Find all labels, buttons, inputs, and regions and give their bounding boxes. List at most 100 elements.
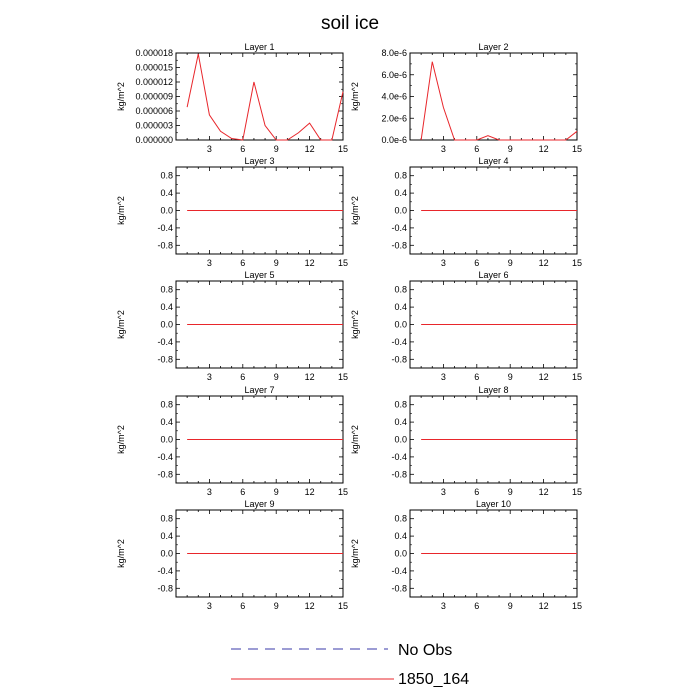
y-tick-label: 0.8 xyxy=(160,285,173,295)
y-tick-label: 0.0 xyxy=(160,320,173,330)
x-tick-label: 12 xyxy=(539,144,549,154)
panel-title: Layer 6 xyxy=(478,270,508,280)
y-tick-label: 0.4 xyxy=(160,302,173,312)
x-tick-label: 12 xyxy=(539,258,549,268)
panel-title: Layer 2 xyxy=(478,42,508,52)
x-tick-label: 9 xyxy=(508,601,513,611)
y-tick-label: 4.0e-6 xyxy=(381,92,407,102)
y-tick-label: 0.000012 xyxy=(135,77,173,87)
y-tick-label: -0.8 xyxy=(391,469,407,479)
y-tick-label: 0.4 xyxy=(160,531,173,541)
y-axis-label: kg/m^2 xyxy=(116,82,126,111)
series-line-1850-164 xyxy=(420,61,578,141)
y-tick-label: -0.8 xyxy=(157,469,173,479)
panel-title: Layer 4 xyxy=(478,156,508,166)
x-tick-label: 6 xyxy=(240,372,245,382)
x-tick-label: 15 xyxy=(572,372,582,382)
y-tick-label: 0.8 xyxy=(394,514,407,524)
y-tick-label: 0.0e-6 xyxy=(381,135,407,145)
panel-layer-4: 3 6 9 12 15 -0.8 -0.4 0.0 0.4 0.8 Layer 4 kg/m^2 xyxy=(350,156,582,268)
x-tick-label: 3 xyxy=(207,487,212,497)
x-tick-label: 9 xyxy=(508,372,513,382)
x-tick-label: 15 xyxy=(338,372,348,382)
y-tick-label: 2.0e-6 xyxy=(381,113,407,123)
y-tick-label: 0.000018 xyxy=(135,48,173,58)
y-tick-label: 0.4 xyxy=(394,302,407,312)
x-tick-label: 6 xyxy=(474,144,479,154)
y-tick-label: 0.000006 xyxy=(135,106,173,116)
y-tick-label: 0.8 xyxy=(160,514,173,524)
panel-layer-10: 3 6 9 12 15 -0.8 -0.4 0.0 0.4 0.8 Layer 10 kg/m^2 xyxy=(350,499,582,611)
y-axis-label: kg/m^2 xyxy=(116,310,126,339)
x-tick-label: 3 xyxy=(207,258,212,268)
x-tick-label: 9 xyxy=(508,487,513,497)
panel-title: Layer 7 xyxy=(244,385,274,395)
y-tick-label: -0.8 xyxy=(391,240,407,250)
legend-label-1850-164: 1850_164 xyxy=(398,671,469,688)
panel-title: Layer 10 xyxy=(476,499,511,509)
y-tick-label: 0.0 xyxy=(160,435,173,445)
figure-title: soil ice xyxy=(321,13,379,34)
y-tick-label: 0.000003 xyxy=(135,121,173,131)
y-tick-label: 0.4 xyxy=(160,188,173,198)
x-tick-label: 6 xyxy=(474,487,479,497)
x-tick-label: 3 xyxy=(441,372,446,382)
plot-frame xyxy=(409,52,578,141)
y-tick-label: -0.4 xyxy=(157,566,173,576)
x-tick-label: 3 xyxy=(441,258,446,268)
y-axis-label: kg/m^2 xyxy=(116,425,126,454)
x-tick-label: 6 xyxy=(240,601,245,611)
x-tick-label: 6 xyxy=(240,487,245,497)
x-tick-label: 9 xyxy=(274,601,279,611)
y-tick-label: -0.4 xyxy=(157,223,173,233)
x-tick-label: 12 xyxy=(539,487,549,497)
y-tick-label: -0.8 xyxy=(391,583,407,593)
y-tick-label: 0.4 xyxy=(394,417,407,427)
y-tick-label: 0.8 xyxy=(394,171,407,181)
y-axis-label: kg/m^2 xyxy=(116,539,126,568)
y-axis-label: kg/m^2 xyxy=(350,310,360,339)
panel-layer-9: 3 6 9 12 15 -0.8 -0.4 0.0 0.4 0.8 Layer 9 kg/m^2 xyxy=(116,499,348,611)
y-axis-label: kg/m^2 xyxy=(350,425,360,454)
x-tick-label: 12 xyxy=(305,372,315,382)
panel-title: Layer 5 xyxy=(244,270,274,280)
x-tick-label: 12 xyxy=(305,601,315,611)
x-tick-label: 9 xyxy=(274,144,279,154)
y-axis-label: kg/m^2 xyxy=(350,196,360,225)
x-tick-label: 15 xyxy=(572,487,582,497)
x-tick-label: 3 xyxy=(207,144,212,154)
y-tick-label: 0.0 xyxy=(394,320,407,330)
panels-group: 3 6 9 12 15 0.000000 0.000003 0.000006 0.000009 0… xyxy=(116,42,582,611)
y-tick-label: -0.4 xyxy=(157,337,173,347)
y-tick-label: -0.8 xyxy=(157,354,173,364)
panel-title: Layer 8 xyxy=(478,385,508,395)
panel-title: Layer 9 xyxy=(244,499,274,509)
y-tick-label: 0.000000 xyxy=(135,135,173,145)
y-axis-label: kg/m^2 xyxy=(116,196,126,225)
y-tick-label: 0.8 xyxy=(160,171,173,181)
x-tick-label: 15 xyxy=(338,144,348,154)
y-tick-label: 0.4 xyxy=(394,531,407,541)
y-tick-label: -0.4 xyxy=(157,452,173,462)
x-tick-label: 12 xyxy=(305,144,315,154)
panel-layer-2: 3 6 9 12 15 0.0e-6 2.0e-6 4.0e-6 6.0e-6 8.0e-6 Lay… xyxy=(350,42,582,154)
y-tick-label: 0.0 xyxy=(394,549,407,559)
x-tick-label: 15 xyxy=(338,487,348,497)
y-tick-label: 0.4 xyxy=(160,417,173,427)
panel-layer-7: 3 6 9 12 15 -0.8 -0.4 0.0 0.4 0.8 Layer 7 kg/m^2 xyxy=(116,385,348,497)
y-tick-label: 0.000009 xyxy=(135,92,173,102)
panel-title: Layer 3 xyxy=(244,156,274,166)
panel-title: Layer 1 xyxy=(244,42,274,52)
y-tick-label: 0.8 xyxy=(160,400,173,410)
y-tick-label: -0.8 xyxy=(157,583,173,593)
y-tick-label: 0.0 xyxy=(160,206,173,216)
series-line-1850-164 xyxy=(186,53,344,141)
x-tick-label: 15 xyxy=(338,601,348,611)
x-tick-label: 9 xyxy=(274,372,279,382)
x-tick-label: 3 xyxy=(441,487,446,497)
y-tick-label: -0.4 xyxy=(391,566,407,576)
y-tick-label: -0.8 xyxy=(391,354,407,364)
y-tick-label: 0.000015 xyxy=(135,63,173,73)
y-tick-label: -0.4 xyxy=(391,223,407,233)
